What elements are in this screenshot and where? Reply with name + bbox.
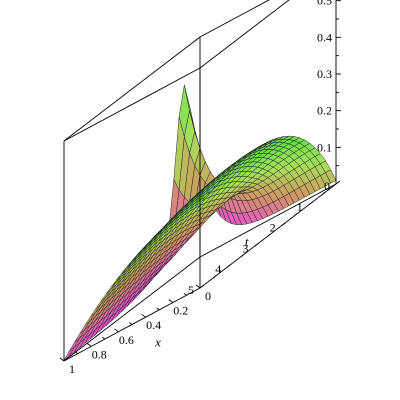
x-tick-label-4: 0.8: [92, 347, 107, 361]
t-minor-tick-6: [240, 254, 244, 258]
z-tick-label-2: 0.3: [317, 67, 332, 81]
t-axis-label: t: [245, 234, 249, 249]
box-edge-back-1: [199, 0, 270, 38]
t-tick-1: [308, 201, 314, 206]
t-tick-label-1: 1: [297, 200, 303, 214]
t-tick-label-2: 2: [270, 221, 276, 235]
x-minor-tick-1: [156, 307, 160, 311]
z-tick-label-4: 0.5: [317, 0, 332, 8]
z-tick-label-1: 0.2: [317, 104, 332, 118]
t-tick-label-0: 0: [324, 179, 330, 193]
x-minor-tick-3: [102, 336, 106, 340]
x-tick-4: [86, 343, 92, 347]
x-axis-label: x: [154, 335, 161, 350]
x-tick-label-1: 0.2: [173, 304, 188, 318]
x-tick-label-0: 0: [205, 289, 211, 303]
box-edge-back-2: [63, 36, 201, 142]
t-minor-tick-8: [213, 275, 217, 278]
x-minor-tick-2: [129, 322, 133, 325]
axes: 0.1 0.2 0.3 0.4 0.5 0 1 2 3 4 5 t 0 0.2 0.4 0.6 0.8 1 x: [59, 0, 341, 376]
x-minor-tick-4: [74, 351, 78, 355]
box-edge-front-1: [199, 0, 290, 69]
surface-mesh: [63, 84, 337, 361]
x-tick-label-3: 0.6: [119, 333, 134, 347]
x-tick-label-2: 0.4: [146, 318, 161, 332]
x-tick-label-5: 1: [69, 362, 75, 376]
t-tick-2: [281, 222, 286, 226]
t-tick-3: [254, 243, 259, 247]
t-tick-5: [199, 284, 205, 289]
box-edge-back-3: [199, 183, 337, 258]
box-edge-back-4: [63, 256, 201, 362]
z-tick-label-3: 0.4: [317, 30, 332, 44]
x-tick-1: [168, 299, 174, 303]
t-tick-4: [226, 263, 232, 268]
x-tick-0: [195, 284, 201, 289]
t-minor-tick-0: [322, 192, 326, 195]
t-tick-label-3: 3: [242, 241, 248, 255]
x-tick-2: [141, 313, 146, 318]
t-tick-label-5: 5: [188, 283, 194, 297]
t-minor-tick-2: [294, 212, 298, 216]
t-tick-0: [335, 180, 341, 185]
t-tick-label-4: 4: [215, 262, 221, 276]
x-minor-tick-0: [183, 292, 187, 296]
box-edge-front-2: [63, 67, 201, 142]
x-tick-3: [114, 328, 119, 333]
z-tick-label-0: 0.1: [317, 140, 332, 154]
t-minor-tick-4: [267, 233, 271, 237]
x-tick-5: [59, 357, 65, 362]
